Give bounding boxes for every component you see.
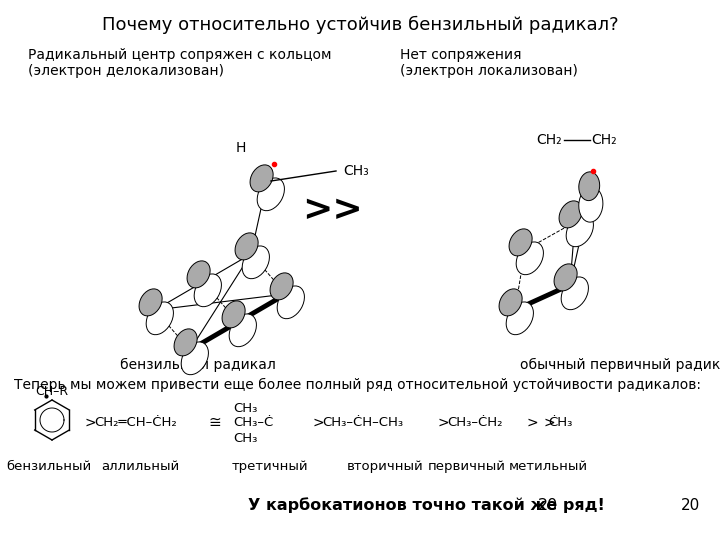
Text: 20: 20 <box>538 497 558 512</box>
Text: Нет сопряжения: Нет сопряжения <box>400 48 521 62</box>
Text: $>$: $>$ <box>310 416 325 430</box>
Text: CH₃–ĊH–CH₃: CH₃–ĊH–CH₃ <box>322 416 403 429</box>
Text: 20: 20 <box>680 497 700 512</box>
Text: CH₃–Ċ: CH₃–Ċ <box>233 416 274 429</box>
Ellipse shape <box>579 172 600 200</box>
Text: $>$: $>$ <box>82 416 97 430</box>
Text: метильный: метильный <box>509 460 588 473</box>
Ellipse shape <box>559 201 582 228</box>
Ellipse shape <box>250 165 273 192</box>
Ellipse shape <box>579 187 603 222</box>
Text: ≅: ≅ <box>208 415 221 430</box>
Ellipse shape <box>181 342 208 375</box>
Ellipse shape <box>509 229 532 256</box>
Text: У карбокатионов точно такой же ряд!: У карбокатионов точно такой же ряд! <box>248 497 605 513</box>
Text: $>>$: $>>$ <box>524 416 556 430</box>
Text: CH₂═CH–ĊH₂: CH₂═CH–ĊH₂ <box>94 416 176 429</box>
Ellipse shape <box>187 261 210 288</box>
Text: ĊH₃: ĊH₃ <box>548 416 572 429</box>
Ellipse shape <box>139 289 162 316</box>
Text: $>$: $>$ <box>435 416 450 430</box>
Ellipse shape <box>235 233 258 260</box>
Ellipse shape <box>566 214 593 247</box>
Text: обычный первичный радикал: обычный первичный радикал <box>520 358 720 372</box>
Text: CH₃: CH₃ <box>343 164 369 178</box>
Text: третичный: третичный <box>232 460 308 473</box>
Text: (электрон локализован): (электрон локализован) <box>400 64 578 78</box>
Ellipse shape <box>561 277 588 310</box>
Text: Теперь мы можем привести еще более полный ряд относительной устойчивости радикал: Теперь мы можем привести еще более полны… <box>14 378 701 392</box>
Text: Радикальный центр сопряжен с кольцом: Радикальный центр сопряжен с кольцом <box>28 48 331 62</box>
Text: CH₃: CH₃ <box>233 431 257 444</box>
Text: Почему относительно устойчив бензильный радикал?: Почему относительно устойчив бензильный … <box>102 16 618 34</box>
Ellipse shape <box>146 302 174 335</box>
Text: CH₃–ĊH₂: CH₃–ĊH₂ <box>447 416 503 429</box>
Text: H: H <box>236 141 246 155</box>
Ellipse shape <box>506 302 534 335</box>
Ellipse shape <box>257 178 284 211</box>
Ellipse shape <box>222 301 245 328</box>
Ellipse shape <box>270 273 293 300</box>
Text: (электрон делокализован): (электрон делокализован) <box>28 64 224 78</box>
Text: вторичный: вторичный <box>347 460 423 473</box>
Text: ĊH–R: ĊH–R <box>35 385 68 398</box>
Text: CH₂: CH₂ <box>536 133 562 147</box>
Text: CH₃: CH₃ <box>233 402 257 415</box>
Ellipse shape <box>516 242 544 275</box>
Text: первичный: первичный <box>428 460 505 473</box>
Ellipse shape <box>277 286 305 319</box>
Text: бензильный радикал: бензильный радикал <box>120 358 276 372</box>
Text: аллильный: аллильный <box>102 460 179 473</box>
Ellipse shape <box>174 329 197 356</box>
Ellipse shape <box>229 314 256 347</box>
Ellipse shape <box>194 274 222 307</box>
Ellipse shape <box>242 246 269 279</box>
Ellipse shape <box>499 289 522 316</box>
Text: бензильный: бензильный <box>6 460 91 473</box>
Ellipse shape <box>554 264 577 291</box>
Text: CH₂: CH₂ <box>591 133 617 147</box>
Text: >>: >> <box>302 193 364 227</box>
